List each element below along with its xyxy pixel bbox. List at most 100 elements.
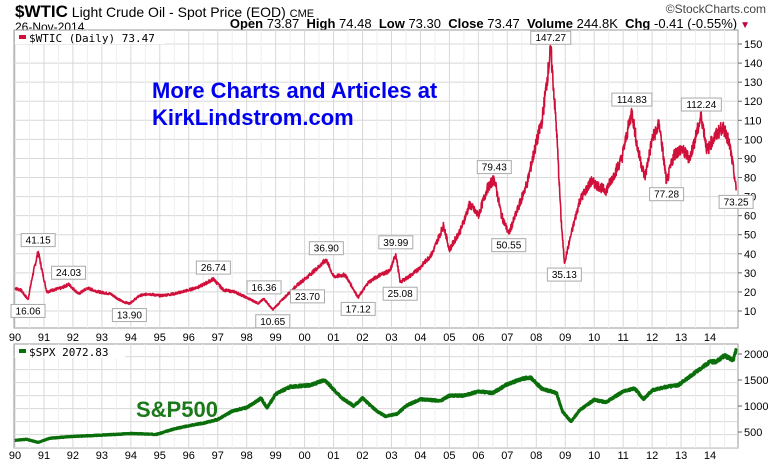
spx-legend-bg (15, 345, 125, 358)
spx-x-tick-label: 97 (212, 450, 224, 462)
crude-x-tick-label: 07 (501, 332, 513, 344)
annotation-label: 23.70 (295, 292, 320, 303)
annotation-label: 17.12 (346, 304, 371, 315)
chg-value: -0.41 (-0.55%) (654, 16, 738, 31)
crude-x-tick-label: 97 (212, 332, 224, 344)
crude-x-tick-label: 01 (327, 332, 339, 344)
annotation-label: 25.08 (388, 289, 413, 300)
brand-link[interactable]: ©StockCharts.com (665, 2, 766, 16)
crude-series-line (14, 44, 737, 311)
crude-x-tick-label: 04 (414, 332, 426, 344)
symbol: $WTIC (15, 2, 68, 21)
annotation-label: 24.03 (56, 268, 81, 279)
spx-x-tick-label: 93 (96, 450, 108, 462)
annotation-label: 10.65 (260, 317, 285, 328)
crude-x-tick-label: 14 (704, 332, 716, 344)
crude-x-tick-label: 00 (298, 332, 310, 344)
price-annotation: 79.43 (476, 160, 512, 175)
annotation-box (378, 235, 414, 250)
spx-x-tick-label: 08 (530, 450, 542, 462)
annotation-label: 16.06 (16, 306, 41, 317)
annotation-box (611, 92, 653, 107)
crude-legend-label: $WTIC (Daily) 73.47 (29, 32, 155, 45)
price-annotation: 13.90 (111, 308, 147, 323)
annotation-box (340, 301, 376, 316)
spx-x-tick-label: 01 (327, 450, 339, 462)
spx-x-tick-label: 99 (270, 450, 282, 462)
annotation-label: 77.28 (654, 190, 679, 201)
crude-x-tick-label: 99 (270, 332, 282, 344)
annotation-box (649, 187, 685, 202)
spx-y-tick-label: 500 (744, 427, 762, 439)
instrument-name: Light Crude Oil - Spot Price (EOD) (71, 4, 286, 20)
crude-x-tick-label: 12 (646, 332, 658, 344)
low-label: Low (378, 16, 405, 31)
quote-stats: Open 73.87 High 74.48 Low 73.30 Close 73… (230, 16, 750, 31)
annotation-box (20, 233, 56, 248)
high-label: High (306, 16, 336, 31)
annotation-label: 73.25 (724, 197, 749, 208)
annotation-label: 41.15 (26, 236, 51, 247)
annotation-label: 13.90 (117, 311, 142, 322)
price-annotation: 23.70 (289, 289, 325, 304)
open-value: 73.87 (266, 16, 300, 31)
spx-series-label: S&P500 (136, 397, 218, 422)
spx-x-tick-label: 98 (241, 450, 253, 462)
annotation-box (476, 160, 512, 175)
volume-label: Volume (527, 16, 574, 31)
crude-legend-swatch (19, 35, 26, 39)
annotation-box (718, 194, 754, 209)
crude-y-tick-label: 150 (744, 39, 762, 51)
spx-x-tick-label: 92 (67, 450, 79, 462)
spx-x-tick-label: 14 (704, 450, 716, 462)
crude-x-tick-label: 03 (385, 332, 397, 344)
exchange: CME (289, 8, 315, 20)
crude-x-tick-label: 05 (443, 332, 455, 344)
price-annotation: 10.65 (255, 314, 291, 329)
spx-legend: $SPX 2072.83 (15, 345, 125, 359)
promo-line-1: More Charts and Articles at (152, 78, 438, 103)
annotation-box (10, 303, 46, 318)
price-annotation: 26.74 (195, 260, 231, 275)
crude-legend-bg (15, 31, 165, 44)
price-annotation: 16.06 (10, 303, 46, 318)
price-annotation: 114.83 (611, 92, 653, 107)
annotation-box (51, 265, 87, 280)
price-annotation: 112.24 (680, 97, 722, 112)
crude-x-tick-label: 92 (67, 332, 79, 344)
crude-x-tick-label: 02 (356, 332, 368, 344)
spx-x-tick-label: 91 (38, 450, 50, 462)
price-annotation: 25.08 (382, 286, 418, 301)
crude-y-tick-label: 60 (744, 211, 756, 223)
spx-series-line (13, 348, 738, 444)
price-annotation: 16.36 (246, 280, 282, 295)
spx-y-tick-label: 2000 (744, 349, 768, 361)
chg-label: Chg (625, 16, 651, 31)
annotation-label: 147.27 (535, 33, 566, 44)
down-triangle-icon: ▼ (740, 20, 750, 31)
annotation-box (491, 238, 527, 253)
spx-y-tick-label: 1500 (744, 375, 768, 387)
promo-link[interactable]: KirkLindstrom.com (152, 105, 354, 130)
annotation-label: 26.74 (201, 263, 226, 274)
crude-x-tick-label: 10 (588, 332, 600, 344)
spx-x-tick-label: 12 (646, 450, 658, 462)
annotation-box (308, 241, 344, 256)
spx-x-tick-label: 04 (414, 450, 426, 462)
chart-title: $WTIC Light Crude Oil - Spot Price (EOD)… (15, 2, 314, 22)
crude-y-tick-label: 100 (744, 134, 762, 146)
crude-y-tick-label: 90 (744, 153, 756, 165)
crude-y-tick-label: 130 (744, 77, 762, 89)
price-annotation: 77.28 (649, 187, 685, 202)
spx-x-tick-label: 05 (443, 450, 455, 462)
spx-x-tick-label: 90 (9, 450, 21, 462)
spx-x-tick-label: 02 (356, 450, 368, 462)
crude-y-tick-label: 30 (744, 268, 756, 280)
crude-legend: $WTIC (Daily) 73.47 (15, 31, 165, 45)
spx-x-tick-label: 95 (154, 450, 166, 462)
crude-panel-frame (13, 29, 739, 329)
crude-x-tick-label: 11 (617, 332, 628, 344)
low-value: 73.30 (408, 16, 441, 31)
annotation-box (195, 260, 231, 275)
